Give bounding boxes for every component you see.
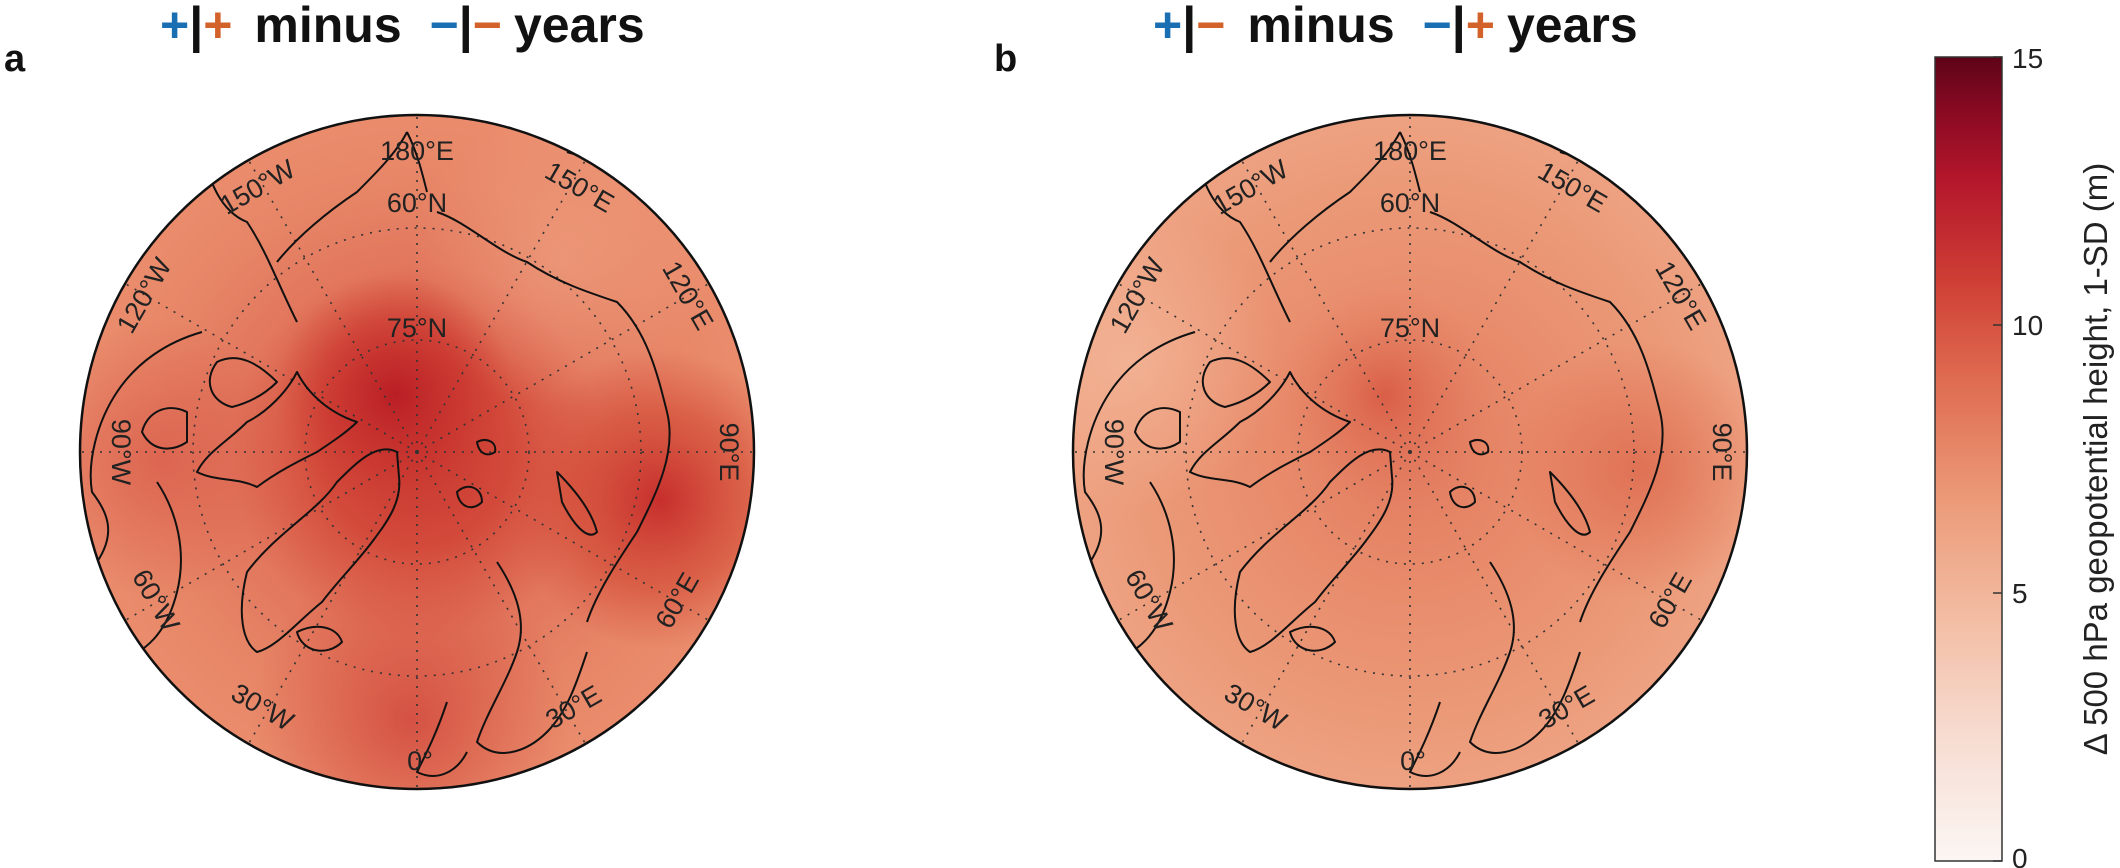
lon-label-0: 0°	[407, 746, 433, 776]
sign-icon: −	[1196, 0, 1226, 53]
panel-a-label: a	[4, 38, 26, 80]
title-word-years: years	[513, 0, 645, 53]
colorbar-gradient	[1934, 56, 2003, 862]
separator-icon: |	[458, 0, 473, 53]
separator-icon: |	[1182, 0, 1197, 53]
sign-icon: +	[160, 0, 190, 53]
lat-label-60n: 60°N	[1380, 188, 1440, 218]
lon-label-90w: 90°W	[106, 419, 136, 486]
panel-a-title: +|+ minus −|− years	[160, 0, 659, 54]
colorbar-tick-label: 10	[2012, 310, 2043, 341]
colorbar-tick-label: 15	[2012, 43, 2043, 74]
lon-label-90w: 90°W	[1099, 419, 1129, 486]
colorbar: 0 5 10 15 Δ 500 hPa geopotential height,…	[1934, 43, 2114, 868]
title-word-minus: minus	[1247, 0, 1395, 53]
lon-label-180: 180°E	[380, 136, 454, 166]
panel-b-label: b	[994, 38, 1018, 80]
colorbar-tick-label: 0	[2012, 843, 2028, 868]
lon-label-90e: 90°E	[714, 423, 744, 482]
separator-icon: |	[1451, 0, 1466, 53]
sign-icon: +	[1465, 0, 1495, 53]
separator-icon: |	[189, 0, 204, 53]
lon-label-90e: 90°E	[1707, 423, 1737, 482]
lon-label-180: 180°E	[1373, 136, 1447, 166]
lon-label-0: 0°	[1400, 746, 1426, 776]
sign-icon: −	[472, 0, 502, 53]
colorbar-tick-label: 5	[2012, 578, 2028, 609]
map-boundary	[1071, 113, 1749, 791]
title-word-years: years	[1506, 0, 1638, 53]
colorbar-label: Δ 500 hPa geopotential height, 1-SD (m)	[2077, 163, 2114, 756]
lat-label-75n: 75°N	[1380, 313, 1440, 343]
map-panel-a	[78, 113, 756, 791]
lat-label-75n: 75°N	[387, 313, 447, 343]
lat-label-60n: 60°N	[387, 188, 447, 218]
sign-icon: +	[1153, 0, 1183, 53]
sign-icon: −	[429, 0, 459, 53]
map-panel-b	[1071, 113, 1749, 791]
sign-icon: −	[1422, 0, 1452, 53]
sign-icon: +	[203, 0, 233, 53]
title-word-minus: minus	[254, 0, 402, 53]
map-boundary	[78, 113, 756, 791]
panel-b-title: +|− minus −|+ years	[1153, 0, 1652, 54]
